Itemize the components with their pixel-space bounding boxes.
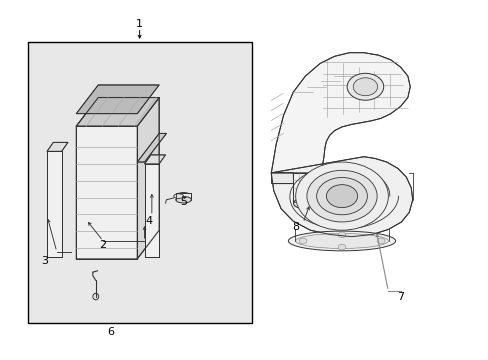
Text: 8: 8 — [291, 222, 299, 231]
Circle shape — [376, 238, 384, 244]
Bar — [27, 42, 251, 323]
Text: 7: 7 — [396, 292, 403, 302]
Polygon shape — [76, 98, 159, 126]
Text: 1: 1 — [136, 19, 143, 29]
Text: 5: 5 — [180, 197, 187, 207]
Polygon shape — [271, 173, 293, 184]
Text: 4: 4 — [145, 216, 153, 226]
Circle shape — [299, 238, 306, 244]
Ellipse shape — [346, 73, 383, 100]
Circle shape — [326, 185, 357, 208]
Circle shape — [306, 170, 376, 222]
Circle shape — [337, 232, 345, 238]
Ellipse shape — [173, 194, 183, 198]
Circle shape — [337, 244, 345, 250]
Polygon shape — [175, 193, 191, 200]
Polygon shape — [76, 98, 159, 126]
Polygon shape — [293, 173, 316, 202]
Text: 6: 6 — [107, 327, 114, 337]
Ellipse shape — [295, 233, 387, 248]
Circle shape — [316, 177, 366, 215]
Polygon shape — [144, 155, 165, 164]
Text: 3: 3 — [41, 256, 48, 266]
Ellipse shape — [352, 78, 377, 96]
Polygon shape — [271, 53, 409, 173]
Ellipse shape — [293, 198, 320, 209]
Polygon shape — [76, 85, 159, 114]
Ellipse shape — [288, 231, 395, 251]
Ellipse shape — [175, 197, 191, 203]
Polygon shape — [76, 126, 137, 259]
Polygon shape — [144, 164, 159, 257]
Polygon shape — [271, 157, 412, 237]
Ellipse shape — [297, 199, 316, 207]
Polygon shape — [47, 151, 61, 257]
Polygon shape — [137, 134, 166, 162]
Ellipse shape — [175, 193, 191, 200]
Polygon shape — [137, 98, 159, 259]
Text: 2: 2 — [100, 239, 106, 249]
Circle shape — [295, 162, 387, 230]
Polygon shape — [47, 142, 68, 151]
